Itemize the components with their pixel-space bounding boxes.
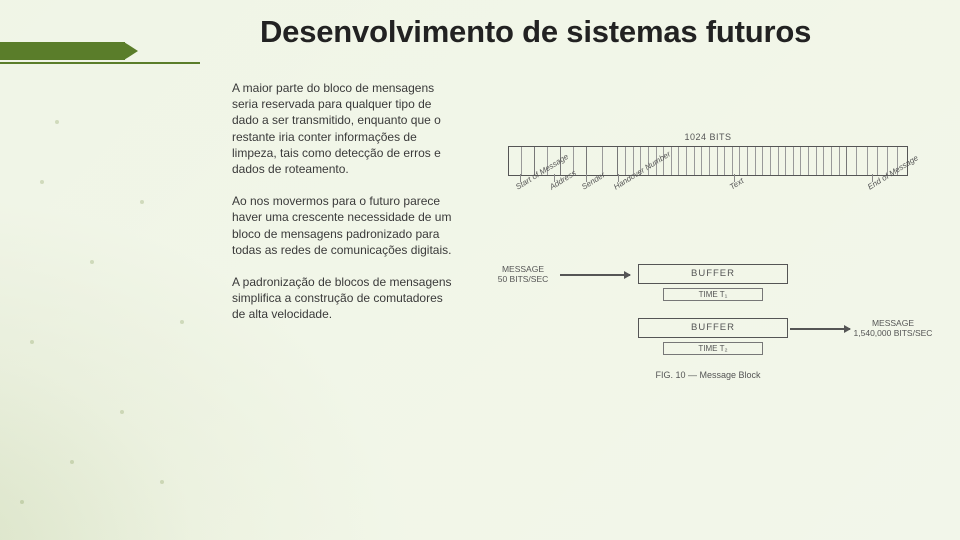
paragraph-1: A maior parte do bloco de mensagens seri… [232,80,452,177]
decorative-dot [55,120,59,124]
decorative-dot [160,480,164,484]
message-in-label: MESSAGE 50 BITS/SEC [488,264,558,284]
time-box-2: TIME T₂ [663,342,763,355]
decorative-dot [70,460,74,464]
paragraph-2: Ao nos movermos para o futuro parece hav… [232,193,452,258]
body-text-column: A maior parte do bloco de mensagens seri… [232,80,452,338]
decorative-dot [30,340,34,344]
arrow-out-2 [790,328,850,330]
bit-label: Text [728,176,745,191]
figure-top-label: 1024 BITS [488,132,928,142]
slide: Desenvolvimento de sistemas futuros A ma… [0,0,960,540]
bit-labels: Start of MessageAddressSenderHandover Nu… [508,180,908,220]
buffer-row-2: BUFFER TIME T₂ MESSAGE 1,540,000 BITS/SE… [488,316,928,364]
decorative-dot [40,180,44,184]
slide-title: Desenvolvimento de sistemas futuros [260,14,811,50]
arrow-in-1 [560,274,630,276]
accent-arrowhead [124,42,138,60]
buffer-row-1: MESSAGE 50 BITS/SEC BUFFER TIME T₁ [488,262,928,310]
decorative-dot [140,200,144,204]
decorative-dot [120,410,124,414]
time-box-1: TIME T₁ [663,288,763,301]
decorative-dot [20,500,24,504]
message-in-line2: 50 BITS/SEC [488,274,558,284]
bit-segment [509,147,535,175]
accent-bar [0,42,125,60]
message-out-line2: 1,540,000 BITS/SEC [853,328,933,338]
buffer-box-2: BUFFER [638,318,788,338]
decorative-dot [90,260,94,264]
message-out-line1: MESSAGE [853,318,933,328]
decorative-dot [180,320,184,324]
message-in-line1: MESSAGE [488,264,558,274]
figure-caption: FIG. 10 — Message Block [488,370,928,380]
message-out-label: MESSAGE 1,540,000 BITS/SEC [853,318,933,338]
buffer-box-1: BUFFER [638,264,788,284]
buffer-diagram: MESSAGE 50 BITS/SEC BUFFER TIME T₁ BUFFE… [488,262,928,364]
accent-underline [0,62,200,64]
paragraph-3: A padronização de blocos de mensagens si… [232,274,452,323]
